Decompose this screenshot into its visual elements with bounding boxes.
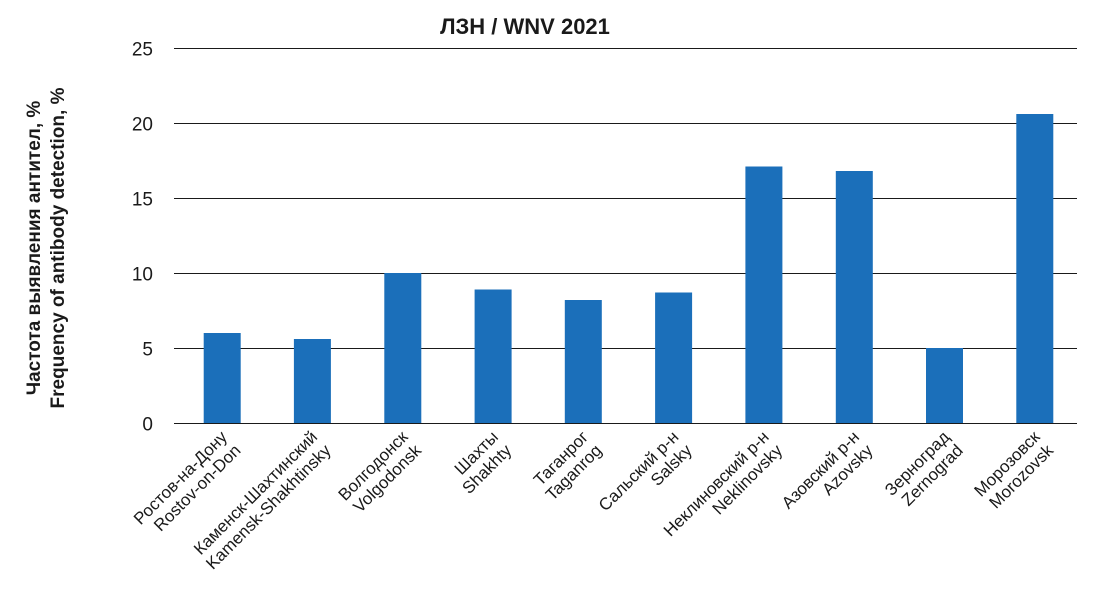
bar xyxy=(835,171,873,423)
bar xyxy=(203,333,241,423)
x-tick-labels: Ростов-на-ДонуRostov-on-DonКаменск-Шахти… xyxy=(130,427,1057,573)
y-tick-label: 20 xyxy=(132,115,153,136)
y-axis-label: Частота выявления антител, % Frequency o… xyxy=(24,87,69,408)
bar xyxy=(926,348,963,423)
bars xyxy=(203,114,1054,423)
bar xyxy=(564,300,602,423)
bar xyxy=(384,273,422,423)
y-tick-label: 5 xyxy=(142,340,153,361)
y-tick-label: 25 xyxy=(132,40,153,61)
chart-title: ЛЗН / WNV 2021 xyxy=(440,14,610,39)
y-axis-label-ru: Частота выявления антител, % xyxy=(24,101,45,396)
bar xyxy=(1016,114,1054,423)
bar xyxy=(293,339,331,423)
bar xyxy=(745,166,783,423)
y-tick-label: 15 xyxy=(132,190,153,211)
y-tick-label: 0 xyxy=(142,415,153,436)
y-axis-label-en: Frequency of antibody detection, % xyxy=(48,87,69,408)
bar xyxy=(474,289,512,423)
bar xyxy=(655,292,693,423)
y-tick-label: 10 xyxy=(132,265,153,286)
y-tick-labels: 0 5 10 15 20 25 xyxy=(132,40,153,436)
